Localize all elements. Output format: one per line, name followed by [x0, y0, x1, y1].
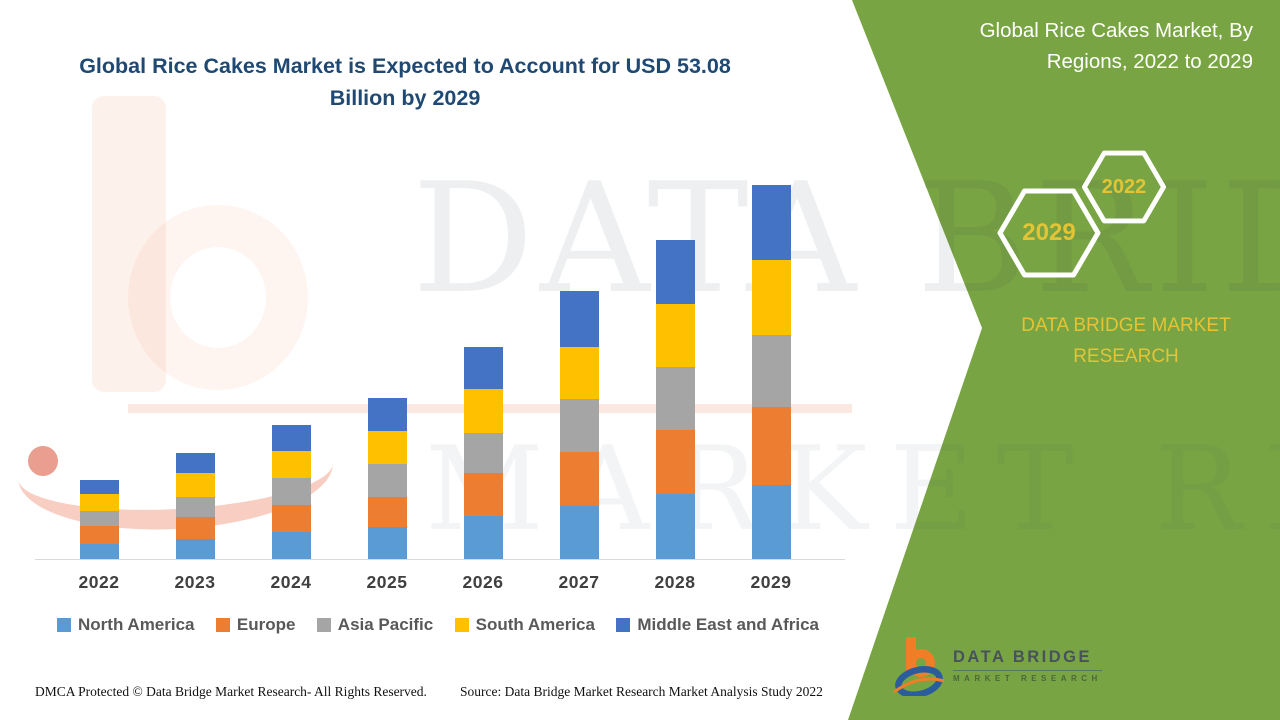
bar-segment-2025-europe: [367, 497, 407, 527]
bar-segment-2027-south-america: [559, 347, 599, 399]
bar-segment-2024-north-america: [271, 532, 311, 559]
bar-segment-2023-asia-pacific: [175, 497, 215, 517]
legend-label: North America: [78, 615, 195, 634]
footer-source-citation: Source: Data Bridge Market Research Mark…: [460, 684, 823, 699]
bar-segment-2025-asia-pacific: [367, 464, 407, 497]
brand-caption: DATA BRIDGE MARKET RESEARCH: [1021, 315, 1231, 367]
bar-segment-2027-europe: [559, 452, 599, 506]
bar-segment-2027-north-america: [559, 506, 599, 559]
bar-segment-2028-south-america: [655, 304, 695, 367]
bar-segment-2022-asia-pacific: [79, 511, 119, 526]
legend-item-europe: Europe: [215, 615, 296, 635]
x-axis-label-2024: 2024: [270, 572, 312, 592]
bar-segment-2023-middle-east-and-africa: [175, 453, 215, 473]
side-panel-title: Global Rice Cakes Market, By Regions, 20…: [893, 15, 1253, 77]
legend-label: Europe: [236, 615, 296, 634]
company-logo: DATA BRIDGE MARKET RESEARCH: [893, 634, 1102, 696]
bar-segment-2027-asia-pacific: [559, 399, 599, 452]
bar-segment-2026-europe: [463, 473, 503, 516]
hexagon-2022-label: 2022: [1101, 175, 1147, 198]
legend-swatch-icon: [616, 618, 631, 632]
legend-swatch-icon: [57, 618, 71, 632]
x-axis-label-2025: 2025: [366, 572, 408, 592]
plot-area: [35, 158, 845, 560]
hexagon-2022: 2022: [1082, 149, 1166, 225]
bar-segment-2025-north-america: [367, 527, 407, 559]
bar-segment-2027-middle-east-and-africa: [559, 291, 599, 347]
bar-segment-2029-europe: [751, 407, 791, 485]
side-panel-title-line1: Global Rice Cakes Market, By: [979, 19, 1253, 42]
x-axis-label-2022: 2022: [78, 572, 120, 592]
bar-2025: [367, 398, 407, 559]
logo-text: DATA BRIDGE MARKET RESEARCH: [953, 648, 1102, 683]
bar-segment-2026-asia-pacific: [463, 433, 503, 473]
bar-segment-2023-south-america: [175, 473, 215, 497]
bar-segment-2024-europe: [271, 505, 311, 532]
bar-2029: [751, 185, 791, 559]
hexagon-outline-icon: [1082, 150, 1166, 224]
x-axis-label-2023: 2023: [174, 572, 216, 592]
legend-item-north-america: North America: [57, 615, 195, 635]
bar-segment-2022-south-america: [79, 494, 119, 511]
bar-segment-2022-europe: [79, 526, 119, 544]
chart-title-line1: Global Rice Cakes Market is Expected to …: [79, 54, 731, 78]
logo-subtitle: MARKET RESEARCH: [953, 673, 1102, 683]
legend-item-asia-pacific: Asia Pacific: [316, 615, 434, 635]
bar-segment-2025-middle-east-and-africa: [367, 398, 407, 431]
bar-segment-2028-north-america: [655, 494, 695, 559]
watermark-logo-dot: [28, 446, 58, 476]
side-panel-title-line2: Regions, 2022 to 2029: [1046, 50, 1253, 73]
legend: North America Europe Asia Pacific South Ame…: [57, 615, 819, 635]
footer-dmca-notice: DMCA Protected © Data Bridge Market Rese…: [35, 684, 427, 699]
bar-segment-2026-north-america: [463, 516, 503, 559]
bar-segment-2029-asia-pacific: [751, 335, 791, 407]
x-axis-label-2027: 2027: [558, 572, 600, 592]
bar-segment-2029-south-america: [751, 260, 791, 335]
x-axis-label-2029: 2029: [750, 572, 792, 592]
bar-segment-2028-europe: [655, 430, 695, 494]
chart-title: Global Rice Cakes Market is Expected to …: [40, 50, 770, 114]
legend-swatch-icon: [454, 618, 469, 632]
logo-divider: [953, 669, 1102, 671]
bar-segment-2023-north-america: [175, 539, 215, 559]
bar-segment-2028-asia-pacific: [655, 367, 695, 430]
chart-title-line2: Billion by 2029: [329, 86, 481, 110]
bar-2026: [463, 347, 503, 559]
bar-segment-2022-north-america: [79, 544, 119, 559]
bar-segment-2028-middle-east-and-africa: [655, 240, 695, 304]
x-axis: 2022 2023 2024 2025 2026 2027 2028 2029: [35, 572, 845, 600]
x-axis-label-2028: 2028: [654, 572, 696, 592]
bar-2028: [655, 240, 695, 559]
legend-label: Asia Pacific: [337, 615, 434, 634]
bar-segment-2029-north-america: [751, 485, 791, 559]
data-bridge-logo-icon: [893, 637, 945, 696]
bar-segment-2025-south-america: [367, 431, 407, 464]
legend-swatch-icon: [215, 618, 230, 632]
legend-label: South America: [475, 615, 595, 634]
bar-segment-2026-south-america: [463, 389, 503, 433]
bar-segment-2023-europe: [175, 517, 215, 539]
bar-segment-2026-middle-east-and-africa: [463, 347, 503, 389]
bar-2023: [175, 453, 215, 559]
bar-segment-2024-middle-east-and-africa: [271, 425, 311, 451]
bar-segment-2024-south-america: [271, 451, 311, 478]
hexagon-2029-label: 2029: [1022, 219, 1076, 246]
legend-item-middle-east-and-africa: Middle East and Africa: [616, 615, 819, 635]
bar-2022: [79, 480, 119, 559]
bar-segment-2024-asia-pacific: [271, 478, 311, 505]
bar-2024: [271, 425, 311, 559]
logo-brand-name: DATA BRIDGE: [953, 647, 1093, 666]
legend-item-south-america: South America: [454, 615, 595, 635]
bar-segment-2022-middle-east-and-africa: [79, 480, 119, 494]
legend-swatch-icon: [316, 618, 331, 632]
hexagon-outline-icon: [997, 188, 1101, 278]
bar-segment-2029-middle-east-and-africa: [751, 185, 791, 260]
hexagon-2029: 2029: [997, 186, 1101, 280]
legend-label: Middle East and Africa: [637, 615, 819, 634]
x-axis-label-2026: 2026: [462, 572, 504, 592]
bar-2027: [559, 291, 599, 559]
